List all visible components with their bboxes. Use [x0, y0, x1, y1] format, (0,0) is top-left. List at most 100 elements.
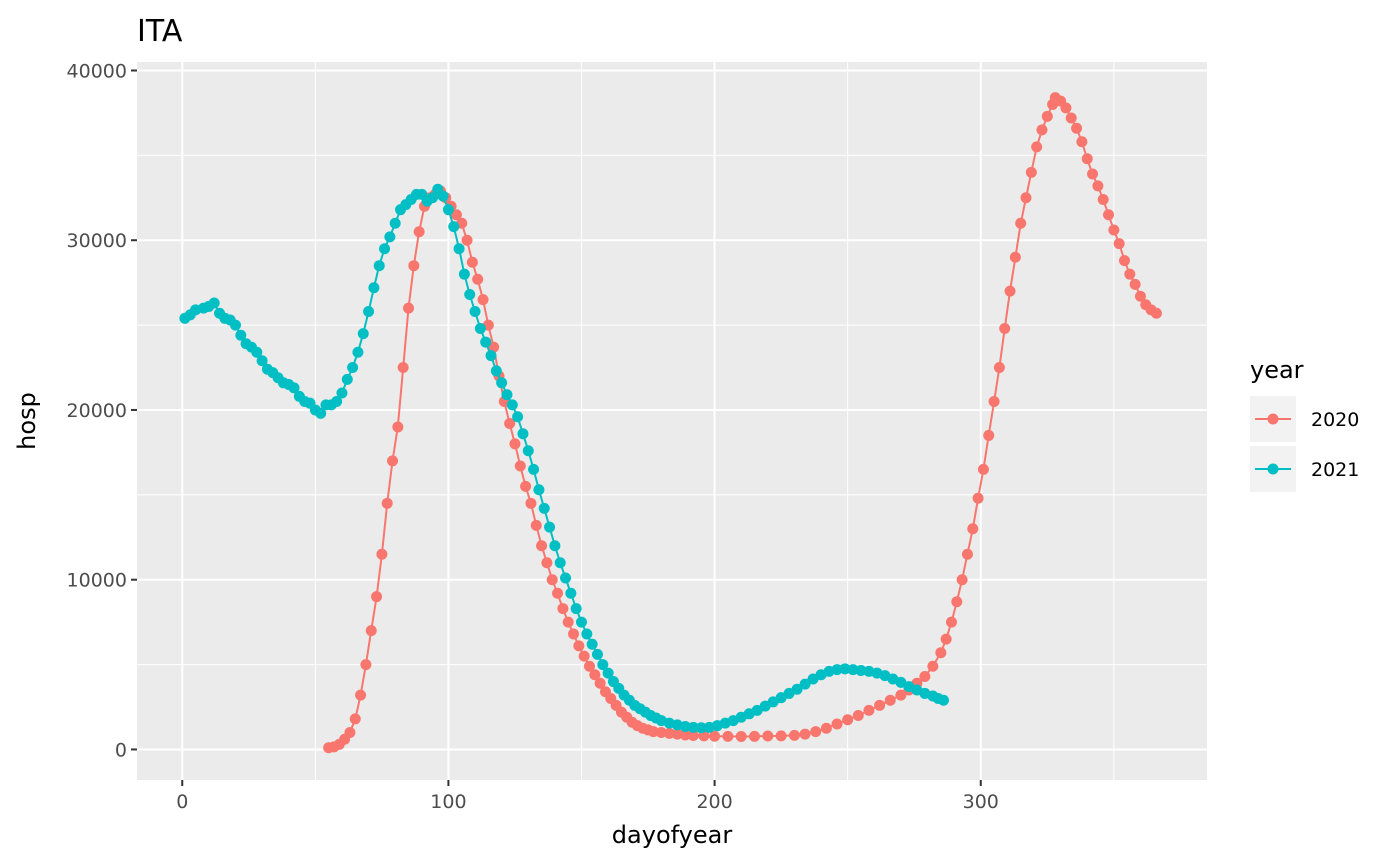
data-point — [437, 190, 449, 202]
data-point — [512, 411, 524, 423]
data-point — [679, 721, 691, 733]
data-point — [426, 192, 438, 204]
data-point — [413, 226, 425, 238]
data-point — [355, 689, 367, 701]
data-point — [586, 638, 598, 650]
data-point — [1150, 307, 1162, 319]
data-point — [541, 557, 553, 569]
data-point — [945, 616, 957, 628]
data-point — [1108, 224, 1120, 236]
data-point — [520, 480, 532, 492]
data-point — [993, 362, 1005, 374]
data-point — [679, 729, 691, 741]
data-point — [578, 650, 590, 662]
data-point — [937, 694, 949, 706]
data-point — [839, 663, 851, 675]
y-tick-label: 10000 — [67, 570, 127, 592]
data-point — [381, 497, 393, 509]
data-point — [749, 730, 761, 742]
data-point — [379, 243, 391, 255]
data-point — [235, 329, 247, 341]
data-point — [1036, 124, 1048, 136]
data-point — [315, 407, 327, 419]
data-point — [583, 660, 595, 672]
data-point — [847, 664, 859, 676]
data-point — [884, 694, 896, 706]
data-point — [347, 362, 359, 374]
data-point — [956, 574, 968, 586]
data-point — [1081, 153, 1093, 165]
data-point — [509, 438, 521, 450]
data-point — [983, 429, 995, 441]
data-point — [546, 574, 558, 586]
data-point — [1087, 168, 1099, 180]
x-tick-label: 100 — [430, 791, 466, 813]
data-point — [799, 728, 811, 740]
data-point — [1031, 141, 1043, 153]
data-point — [1060, 102, 1072, 114]
legend-label: 2020 — [1311, 409, 1359, 431]
data-point — [591, 648, 603, 660]
data-point — [1004, 285, 1016, 297]
data-point — [940, 633, 952, 645]
data-point — [562, 616, 574, 628]
data-point — [597, 659, 609, 671]
data-point — [506, 399, 518, 411]
data-point — [525, 497, 537, 509]
data-point — [229, 319, 241, 331]
data-point — [514, 460, 526, 472]
data-point — [972, 492, 984, 504]
data-point — [1118, 255, 1130, 267]
data-point — [469, 306, 481, 318]
series-2020 — [323, 92, 1162, 754]
legend: year 2020 2021 — [1250, 356, 1359, 492]
data-point — [977, 463, 989, 475]
data-point — [1134, 290, 1146, 302]
data-point — [1009, 251, 1021, 263]
data-point — [349, 713, 361, 725]
data-point — [831, 718, 843, 730]
data-point — [453, 243, 465, 255]
data-point — [671, 728, 683, 740]
data-point — [466, 256, 478, 268]
data-point — [402, 302, 414, 314]
data-point — [544, 521, 556, 533]
data-point — [775, 730, 787, 742]
data-point — [1041, 110, 1053, 122]
data-point — [967, 523, 979, 535]
data-point — [842, 714, 854, 726]
data-point — [368, 282, 380, 294]
axes: 0 100 200 300 0 10000 20000 30000 40000 — [67, 60, 999, 813]
data-point — [687, 730, 699, 742]
data-point — [799, 678, 811, 690]
data-point — [387, 455, 399, 467]
legend-label: 2021 — [1311, 459, 1359, 481]
data-point — [722, 730, 734, 742]
data-point — [533, 484, 545, 496]
data-point — [408, 260, 420, 272]
data-point — [999, 322, 1011, 334]
legend-key-point — [1267, 463, 1279, 475]
data-point — [576, 616, 588, 628]
series-2021 — [179, 183, 949, 734]
data-point — [251, 346, 263, 358]
series-layer — [179, 92, 1162, 754]
data-point — [288, 382, 300, 394]
data-point — [363, 306, 375, 318]
data-point — [852, 709, 864, 721]
data-point — [570, 603, 582, 615]
data-point — [935, 647, 947, 659]
grid-major — [137, 62, 1207, 780]
legend-key-point — [1267, 413, 1279, 425]
data-point — [522, 445, 534, 457]
data-point — [536, 540, 548, 552]
data-point — [1076, 136, 1088, 148]
data-point — [863, 704, 875, 716]
data-point — [336, 387, 348, 399]
x-tick-label: 0 — [176, 791, 188, 813]
data-point — [448, 221, 460, 233]
data-point — [687, 721, 699, 733]
data-point — [791, 683, 803, 695]
data-point — [442, 204, 454, 216]
